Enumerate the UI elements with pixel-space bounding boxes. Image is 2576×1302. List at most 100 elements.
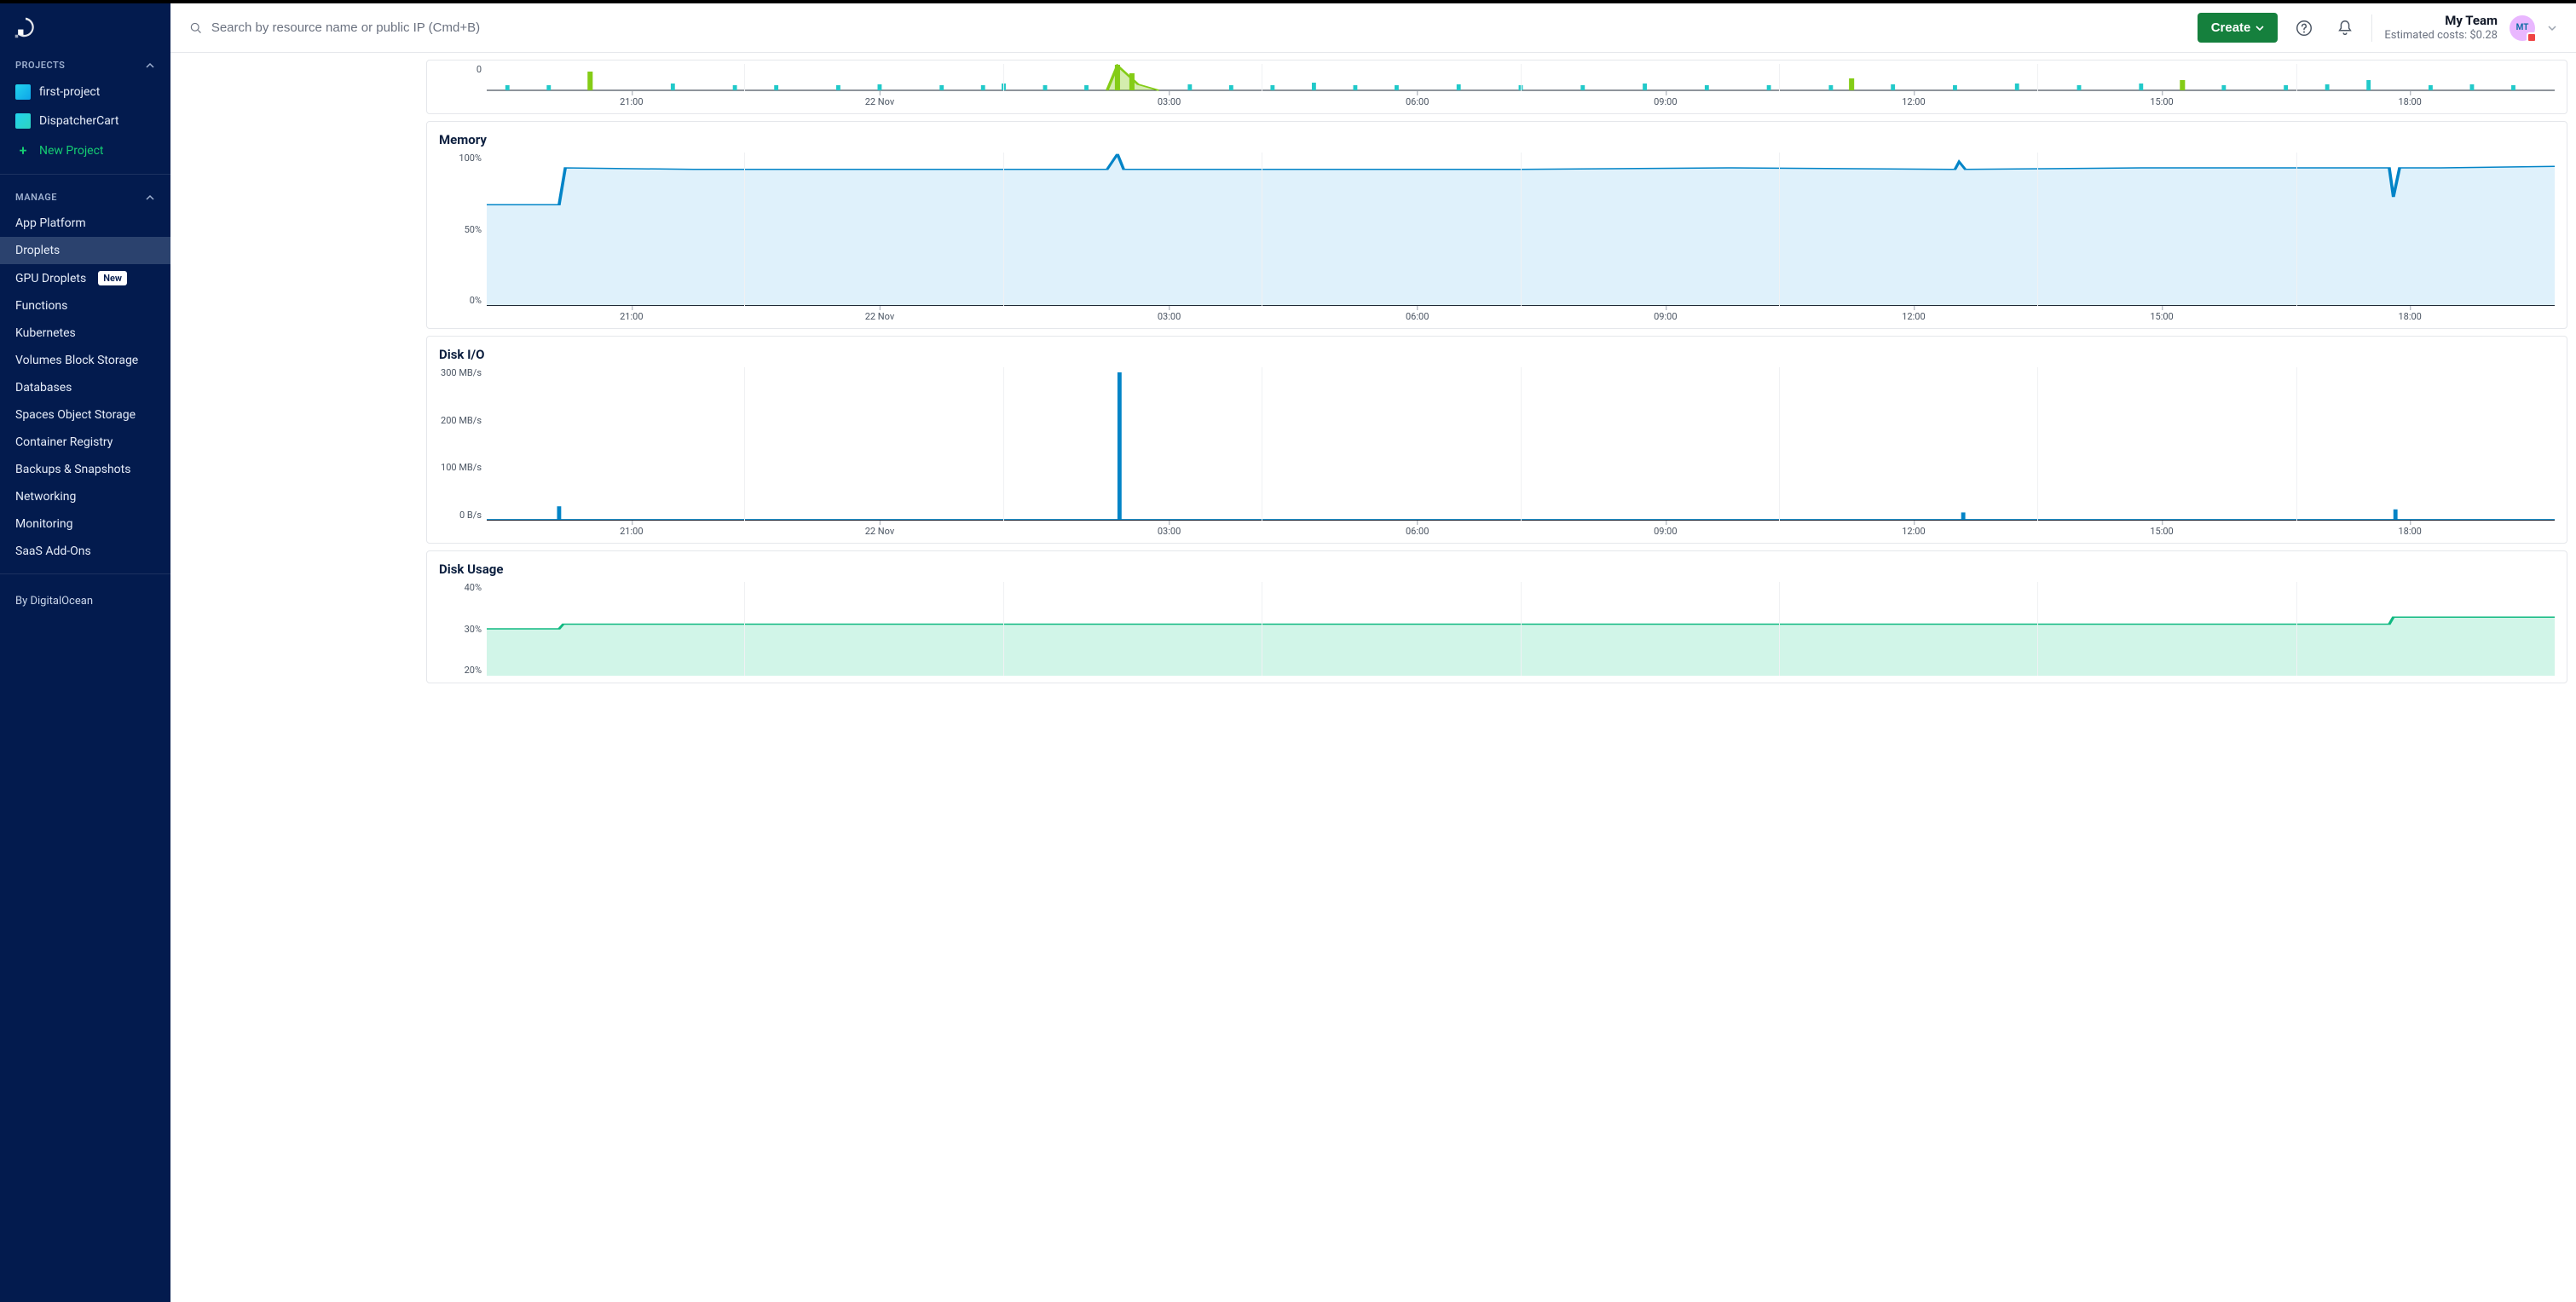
sidebar-manage-item[interactable]: Spaces Object Storage xyxy=(0,401,170,429)
search-wrap[interactable] xyxy=(189,20,2186,35)
topbar-divider xyxy=(2371,14,2372,42)
manage-label: MANAGE xyxy=(15,192,57,203)
manage-item-label: Container Registry xyxy=(15,435,113,449)
x-tick: 06:00 xyxy=(1406,526,1429,537)
main: Create My Team Estimated costs: $0. xyxy=(170,3,2576,1302)
bell-icon xyxy=(2336,19,2354,37)
sidebar-manage-item[interactable]: Monitoring xyxy=(0,510,170,538)
manage-item-label: Functions xyxy=(15,299,67,313)
x-tick: 12:00 xyxy=(1902,311,1925,322)
manage-section-header[interactable]: MANAGE xyxy=(0,183,170,210)
sidebar-manage-item[interactable]: SaaS Add-Ons xyxy=(0,538,170,565)
x-tick: 06:00 xyxy=(1406,96,1429,107)
team-cost: Estimated costs: $0.28 xyxy=(2384,29,2498,43)
help-button[interactable] xyxy=(2290,14,2319,43)
x-tick: 09:00 xyxy=(1654,311,1677,322)
sidebar-divider xyxy=(0,174,170,175)
chart-title: Memory xyxy=(439,132,2555,147)
chart-card-disk-io: Disk I/O 300 MB/s 200 MB/s 100 MB/s 0 B/s 2… xyxy=(426,336,2567,544)
x-tick: 21:00 xyxy=(620,311,643,322)
sidebar-manage-item[interactable]: Functions xyxy=(0,292,170,320)
manage-item-label: Volumes Block Storage xyxy=(15,354,138,367)
search-icon xyxy=(189,21,203,35)
x-tick: 22 Nov xyxy=(865,96,894,107)
y-tick: 100 MB/s xyxy=(441,462,482,473)
chart-card-disk-usage: Disk Usage 40%30%20% xyxy=(426,550,2567,683)
x-tick: 09:00 xyxy=(1654,96,1677,107)
projects-section-header[interactable]: PROJECTS xyxy=(0,51,170,78)
project-label: first-project xyxy=(39,85,100,99)
sidebar-project-item[interactable]: first-project xyxy=(0,78,170,107)
topbar: Create My Team Estimated costs: $0. xyxy=(170,3,2576,53)
x-tick: 03:00 xyxy=(1158,311,1181,322)
y-tick: 300 MB/s xyxy=(441,367,482,378)
chevron-down-icon xyxy=(2255,24,2264,32)
byline: By DigitalOcean xyxy=(0,583,170,619)
x-tick: 15:00 xyxy=(2150,526,2173,537)
manage-item-label: GPU Droplets xyxy=(15,272,86,285)
search-input[interactable] xyxy=(211,20,2186,35)
y-tick: 200 MB/s xyxy=(441,415,482,426)
x-tick: 03:00 xyxy=(1158,526,1181,537)
x-tick: 03:00 xyxy=(1158,96,1181,107)
x-tick: 06:00 xyxy=(1406,311,1429,322)
logo[interactable] xyxy=(0,3,170,51)
x-axis: 21:0022 Nov03:0006:0009:0012:0015:0018:0… xyxy=(487,306,2555,321)
avatar[interactable]: MT xyxy=(2510,15,2535,41)
x-axis: 21:0022 Nov03:0006:0009:0012:0015:0018:0… xyxy=(487,91,2555,107)
y-tick: 0 xyxy=(477,64,482,75)
y-tick: 0 B/s xyxy=(459,510,482,521)
manage-item-label: Droplets xyxy=(15,244,60,257)
new-project-button[interactable]: + New Project xyxy=(0,135,170,165)
content: 0 21:00 22 Nov 03:00 06:00 09:00 12:00 15:00 18… xyxy=(170,53,2576,1302)
manage-item-label: Databases xyxy=(15,381,72,395)
x-axis: 21:0022 Nov03:0006:0009:0012:0015:0018:0… xyxy=(487,521,2555,536)
chart-card-top: 0 21:0022 Nov03:0006:0009:0012:0015:0018… xyxy=(426,60,2567,114)
y-tick: 30% xyxy=(465,624,482,635)
sidebar-manage-item[interactable]: Container Registry xyxy=(0,429,170,456)
help-icon xyxy=(2295,19,2313,37)
notifications-button[interactable] xyxy=(2331,14,2359,43)
y-axis: 0 xyxy=(439,64,487,91)
sidebar-manage-item[interactable]: Databases xyxy=(0,374,170,401)
x-tick: 15:00 xyxy=(2150,311,2173,322)
sidebar-manage-item[interactable]: Backups & Snapshots xyxy=(0,456,170,483)
manage-item-label: SaaS Add-Ons xyxy=(15,544,91,558)
team-block[interactable]: My Team Estimated costs: $0.28 xyxy=(2384,13,2498,43)
y-axis: 100% 50% 0% xyxy=(439,153,487,306)
x-tick: 12:00 xyxy=(1902,526,1925,537)
x-tick: 18:00 xyxy=(2398,526,2421,537)
y-axis: 40%30%20% xyxy=(439,582,487,676)
sidebar-manage-item[interactable]: Droplets xyxy=(0,237,170,264)
plus-icon: + xyxy=(15,142,31,158)
sidebar-manage-item[interactable]: GPU Droplets New xyxy=(0,264,170,292)
chart-title: Disk I/O xyxy=(439,347,2555,362)
project-icon xyxy=(15,113,31,129)
create-label: Create xyxy=(2211,20,2251,35)
x-tick: 21:00 xyxy=(620,96,643,107)
team-name: My Team xyxy=(2384,13,2498,29)
y-tick: 40% xyxy=(465,582,482,593)
sidebar-project-item[interactable]: DispatcherCart xyxy=(0,107,170,135)
digitalocean-logo-icon xyxy=(14,15,38,39)
x-tick: 22 Nov xyxy=(865,311,894,322)
avatar-initials: MT xyxy=(2516,23,2529,32)
create-button[interactable]: Create xyxy=(2198,13,2279,43)
y-tick: 100% xyxy=(459,153,482,164)
sidebar-manage-item[interactable]: App Platform xyxy=(0,210,170,237)
chevron-up-icon xyxy=(145,193,155,203)
sidebar-manage-item[interactable]: Volumes Block Storage xyxy=(0,347,170,374)
x-tick: 21:00 xyxy=(620,526,643,537)
manage-item-label: Monitoring xyxy=(15,517,73,531)
sidebar-manage-item[interactable]: Kubernetes xyxy=(0,320,170,347)
x-tick: 22 Nov xyxy=(865,526,894,537)
new-badge: New xyxy=(98,271,127,285)
y-tick: 50% xyxy=(465,224,482,235)
x-tick: 18:00 xyxy=(2398,96,2421,107)
y-tick: 0% xyxy=(470,295,482,306)
manage-item-label: Spaces Object Storage xyxy=(15,408,136,422)
manage-item-label: Networking xyxy=(15,490,76,504)
sidebar-manage-item[interactable]: Networking xyxy=(0,483,170,510)
chevron-down-icon[interactable] xyxy=(2547,23,2557,33)
x-tick: 12:00 xyxy=(1902,96,1925,107)
